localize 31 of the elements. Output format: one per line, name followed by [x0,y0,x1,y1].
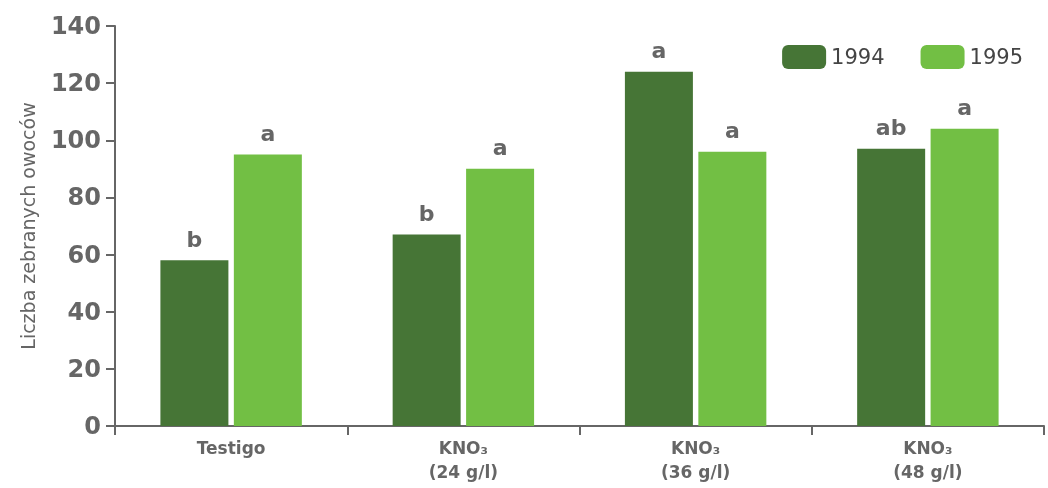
legend-label: 1994 [831,45,885,69]
annotation: b [418,201,435,227]
x-tick-label: KNO₃ (24 g/l) [428,438,499,482]
annotation: b [186,226,203,252]
y-tick-label: 40 [67,297,101,326]
annotation: a [492,135,508,161]
bar [624,71,693,426]
bar [392,234,461,426]
annotation: a [957,95,973,121]
x-tick-label: KNO₃ (48 g/l) [893,438,963,482]
x-tick-label: KNO₃ (36 g/l) [660,438,731,482]
y-tick-label: 120 [50,69,101,98]
annotation: a [651,38,667,64]
y-tick-label: 60 [67,240,101,269]
y-tick-label: 20 [67,354,101,383]
y-tick-label: 100 [50,126,101,155]
annotation: a [724,118,740,144]
bar [233,154,302,426]
legend-label: 1995 [969,45,1024,69]
bar [698,151,767,426]
annotation: a [260,121,276,147]
y-axis-title: Liczba zebranych owoców [16,102,39,350]
bar [466,168,535,426]
bar [160,260,229,426]
y-tick-label: 140 [50,12,101,40]
y-tick-label: 0 [84,412,101,440]
bar [857,148,926,426]
y-tick-label: 80 [67,183,101,212]
annotation: ab [875,115,907,141]
x-tick-label: Testigo [196,438,266,458]
bar [930,128,999,426]
